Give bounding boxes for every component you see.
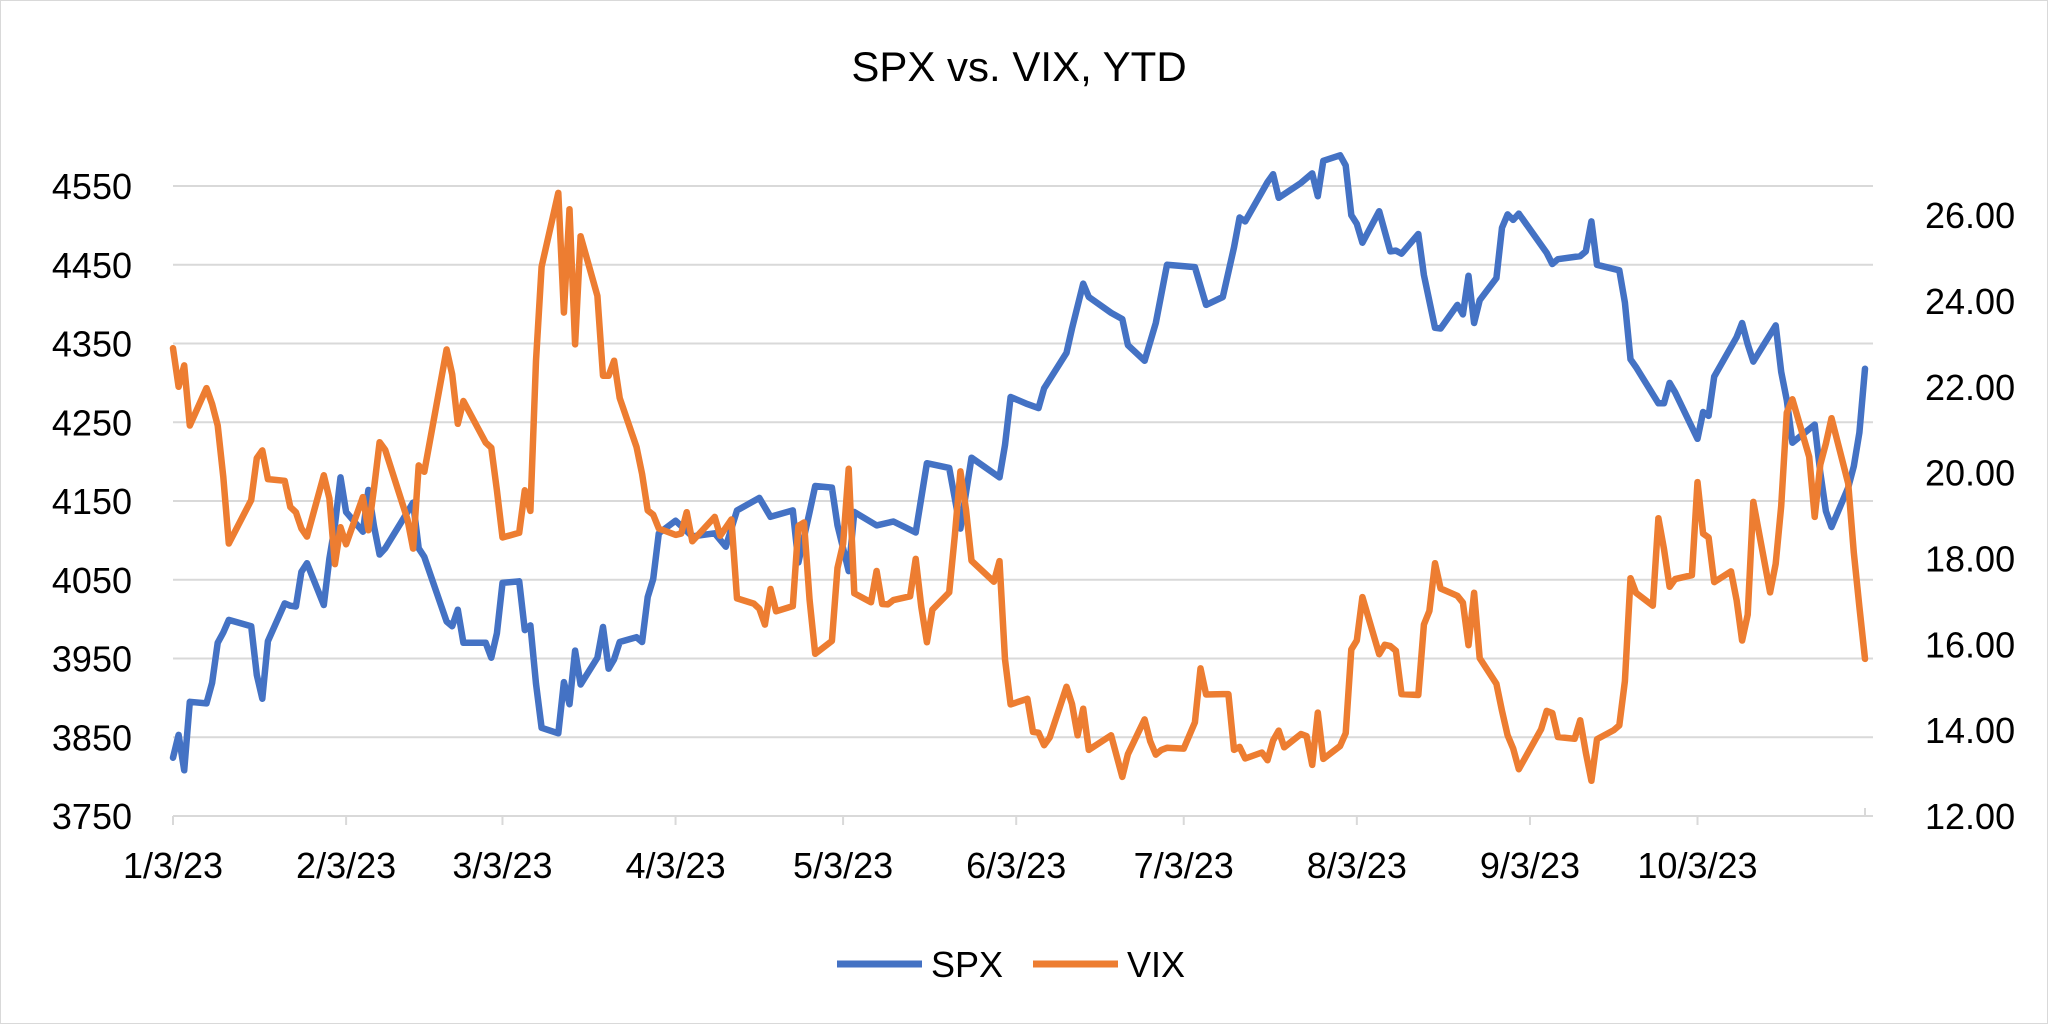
vix-line <box>173 193 1865 781</box>
x-tick-label: 7/3/23 <box>1134 845 1234 886</box>
y-left-tick-label: 4450 <box>52 245 132 286</box>
y-right-tick-label: 20.00 <box>1925 453 2015 494</box>
legend-spx-label: SPX <box>931 944 1003 985</box>
x-tick-label: 6/3/23 <box>966 845 1066 886</box>
y-axis-right: 12.00 14.00 16.00 18.00 20.00 22.00 24.00 26.00 <box>1925 195 2015 837</box>
x-tick-label: 2/3/23 <box>296 845 396 886</box>
y-right-tick-label: 18.00 <box>1925 539 2015 580</box>
x-tick-label: 10/3/23 <box>1637 845 1757 886</box>
legend: SPX VIX <box>837 944 1185 985</box>
x-tick-label: 5/3/23 <box>793 845 893 886</box>
y-right-tick-label: 12.00 <box>1925 796 2015 837</box>
y-left-tick-label: 4150 <box>52 481 132 522</box>
y-left-tick-label: 3850 <box>52 717 132 758</box>
y-right-tick-label: 14.00 <box>1925 710 2015 751</box>
x-axis: 1/3/23 2/3/23 3/3/23 4/3/23 5/3/23 6/3/23 7/3/… <box>123 816 1758 886</box>
y-left-tick-label: 3750 <box>52 796 132 837</box>
chart-title: SPX vs. VIX, YTD <box>851 43 1186 90</box>
y-left-tick-label: 4050 <box>52 560 132 601</box>
y-right-tick-label: 16.00 <box>1925 624 2015 665</box>
y-right-tick-label: 22.00 <box>1925 367 2015 408</box>
y-right-tick-label: 26.00 <box>1925 195 2015 236</box>
y-right-tick-label: 24.00 <box>1925 281 2015 322</box>
x-tick-label: 4/3/23 <box>626 845 726 886</box>
y-left-tick-label: 4250 <box>52 402 132 443</box>
y-left-tick-label: 4350 <box>52 324 132 365</box>
y-axis-left: 3750 3850 3950 4050 4150 4250 4350 4450 4550 <box>52 166 132 837</box>
legend-vix-label: VIX <box>1127 944 1185 985</box>
x-tick-label: 9/3/23 <box>1480 845 1580 886</box>
series-vix <box>173 193 1865 781</box>
x-tick-label: 1/3/23 <box>123 845 223 886</box>
series-lines <box>173 155 1865 781</box>
y-left-tick-label: 4550 <box>52 166 132 207</box>
y-left-tick-label: 3950 <box>52 639 132 680</box>
x-tick-label: 8/3/23 <box>1307 845 1407 886</box>
x-tick-label: 3/3/23 <box>452 845 552 886</box>
